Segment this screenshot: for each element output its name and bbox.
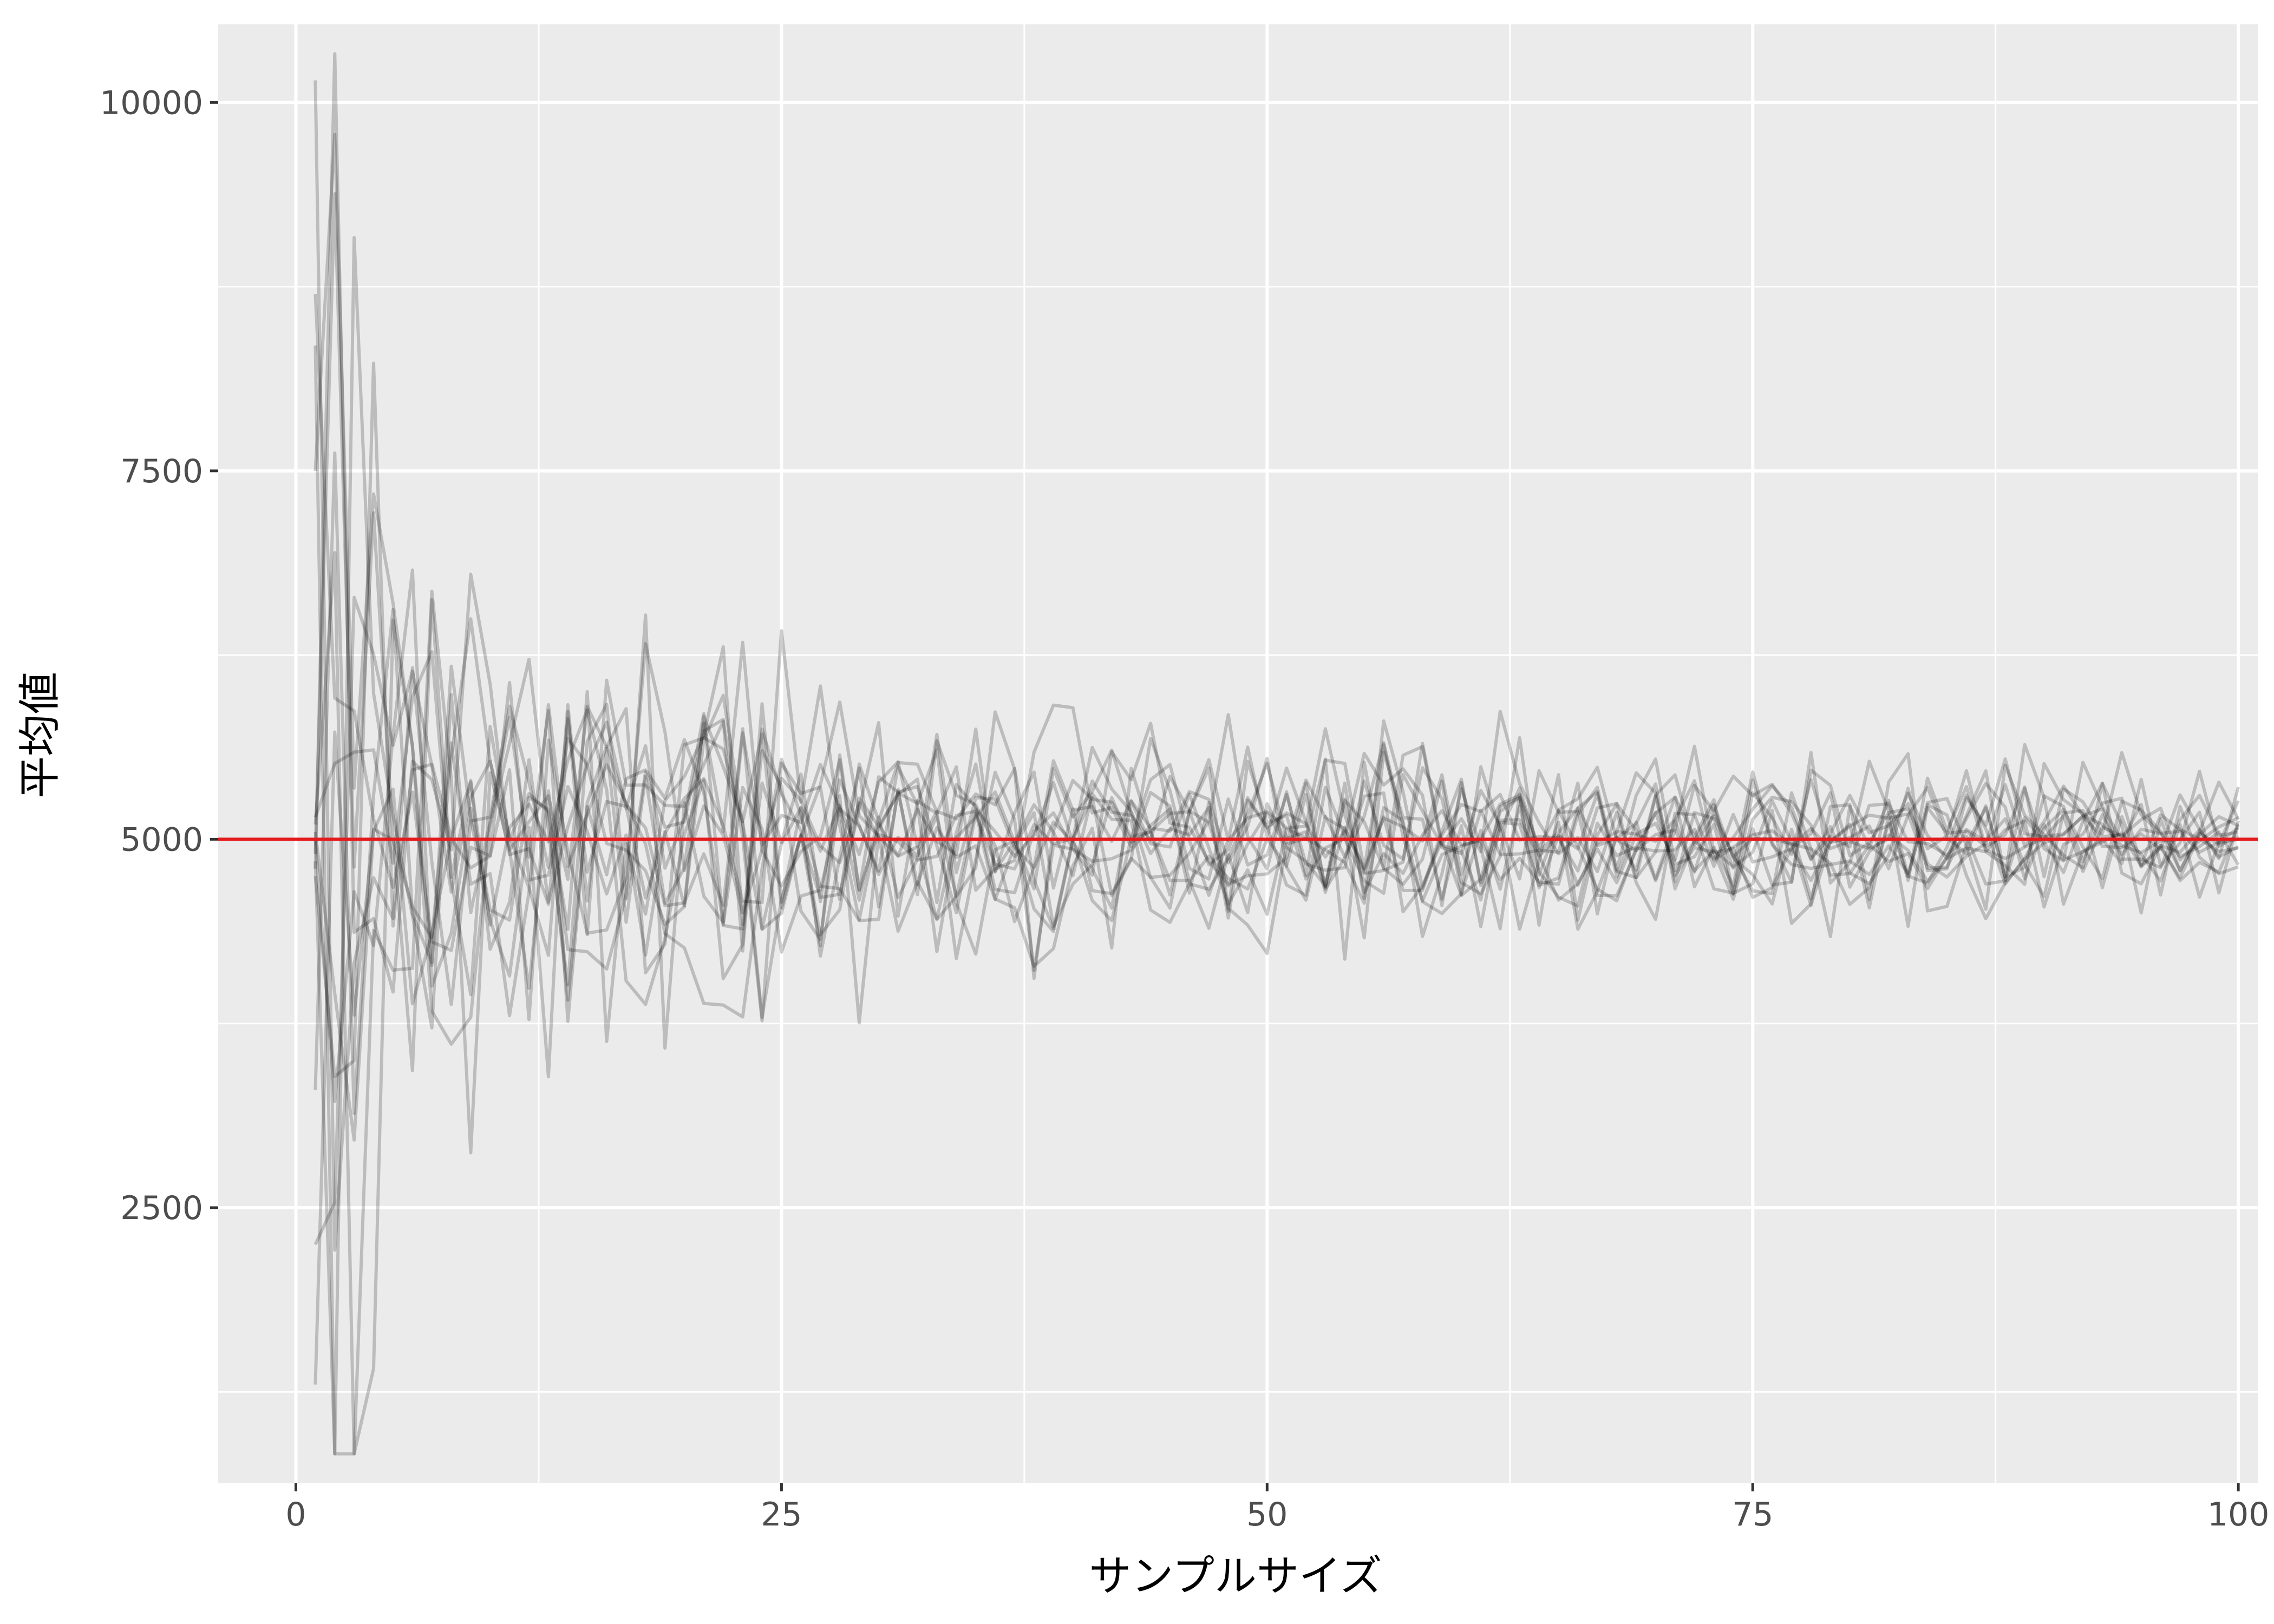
y-tick-label: 2500 — [120, 1189, 203, 1227]
series-line — [313, 642, 2239, 1385]
y-tick-label: 7500 — [120, 453, 203, 490]
y-ticks: 2500 5000 7500 10000 — [100, 84, 218, 1227]
series-line — [313, 362, 2239, 1078]
y-tick-label: 5000 — [120, 821, 203, 859]
series-line — [313, 80, 2240, 1252]
series-line — [313, 551, 2240, 1456]
x-tick-label: 25 — [761, 1496, 802, 1534]
x-tick-label: 0 — [285, 1496, 306, 1534]
series-line — [313, 650, 2239, 1002]
x-tick-label: 75 — [1732, 1496, 1773, 1534]
x-tick-label: 100 — [2207, 1496, 2270, 1534]
panel-background — [218, 24, 2258, 1483]
x-ticks: 0 25 50 75 100 — [285, 1483, 2269, 1534]
series-line — [313, 595, 2240, 1246]
series-line — [313, 451, 2240, 1115]
series-line — [313, 294, 2239, 957]
x-tick-label: 50 — [1246, 1496, 1288, 1534]
series-line — [313, 133, 2239, 1078]
series-line — [313, 192, 2240, 1072]
series-line — [313, 568, 2239, 1103]
x-axis-title: サンプルサイズ — [1089, 1552, 1382, 1601]
y-axis-title: 平均値 — [16, 672, 64, 798]
y-tick-label: 10000 — [100, 84, 203, 122]
series-line — [313, 236, 2239, 1456]
grid-minor — [218, 24, 2258, 1483]
